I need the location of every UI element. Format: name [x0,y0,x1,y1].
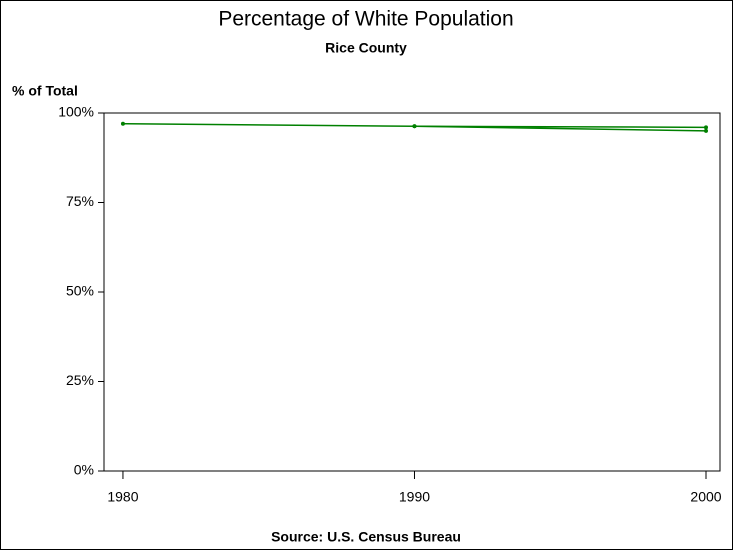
chart-subtitle: Rice County [325,40,407,56]
y-tick-label: 50% [66,283,94,299]
chart-title: Percentage of White Population [218,8,513,31]
series-line [414,125,707,132]
y-axis-label: % of Total [12,83,78,99]
series-point [704,128,709,133]
y-tick-label: 0% [74,462,94,478]
x-tick-label: 1990 [399,489,430,505]
y-tick-label: 25% [66,372,94,388]
series-point [120,121,125,126]
x-tick-label: 2000 [690,489,721,505]
y-tick-label: 100% [58,104,94,120]
y-tick-label: 75% [66,193,94,209]
x-tick-label: 1980 [107,489,138,505]
series-point [704,125,709,130]
series-point [412,124,417,129]
footnote: Source: U.S. Census Bureau [271,529,461,545]
